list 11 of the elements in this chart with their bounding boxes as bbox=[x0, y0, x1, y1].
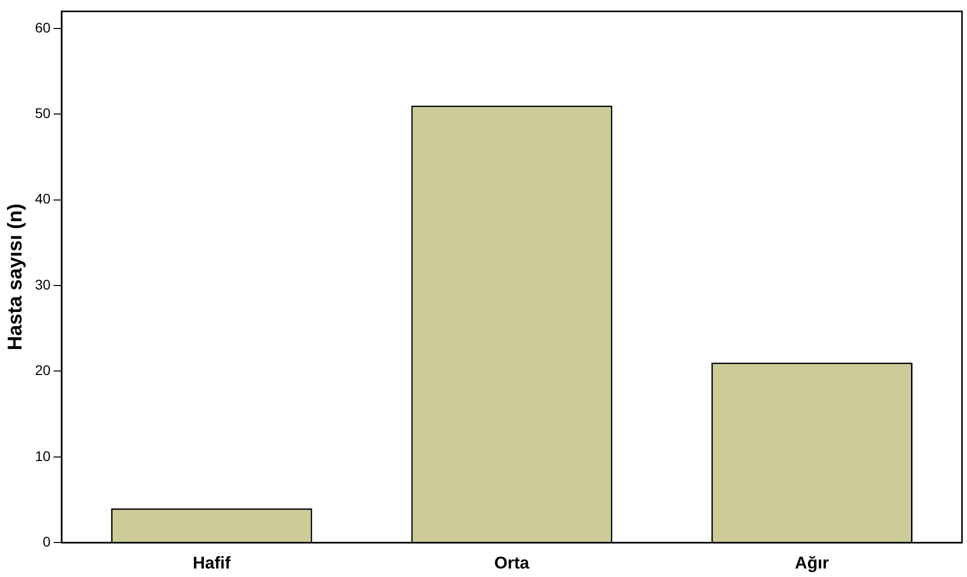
y-tick-label: 20 bbox=[34, 362, 51, 378]
y-axis-title: Hasta sayısı (n) bbox=[4, 204, 27, 350]
y-tick-label: 50 bbox=[34, 105, 51, 122]
x-tick-label: Orta bbox=[494, 553, 530, 572]
x-tick-label: Ağır bbox=[794, 553, 830, 572]
y-tick-label: 30 bbox=[34, 276, 51, 292]
y-tick-label: 10 bbox=[34, 448, 51, 464]
y-tick-label: 40 bbox=[34, 190, 51, 207]
x-tick-label: Hafif bbox=[192, 553, 231, 572]
y-tick-label: 60 bbox=[34, 19, 51, 36]
y-tick-label: 0 bbox=[42, 533, 51, 550]
